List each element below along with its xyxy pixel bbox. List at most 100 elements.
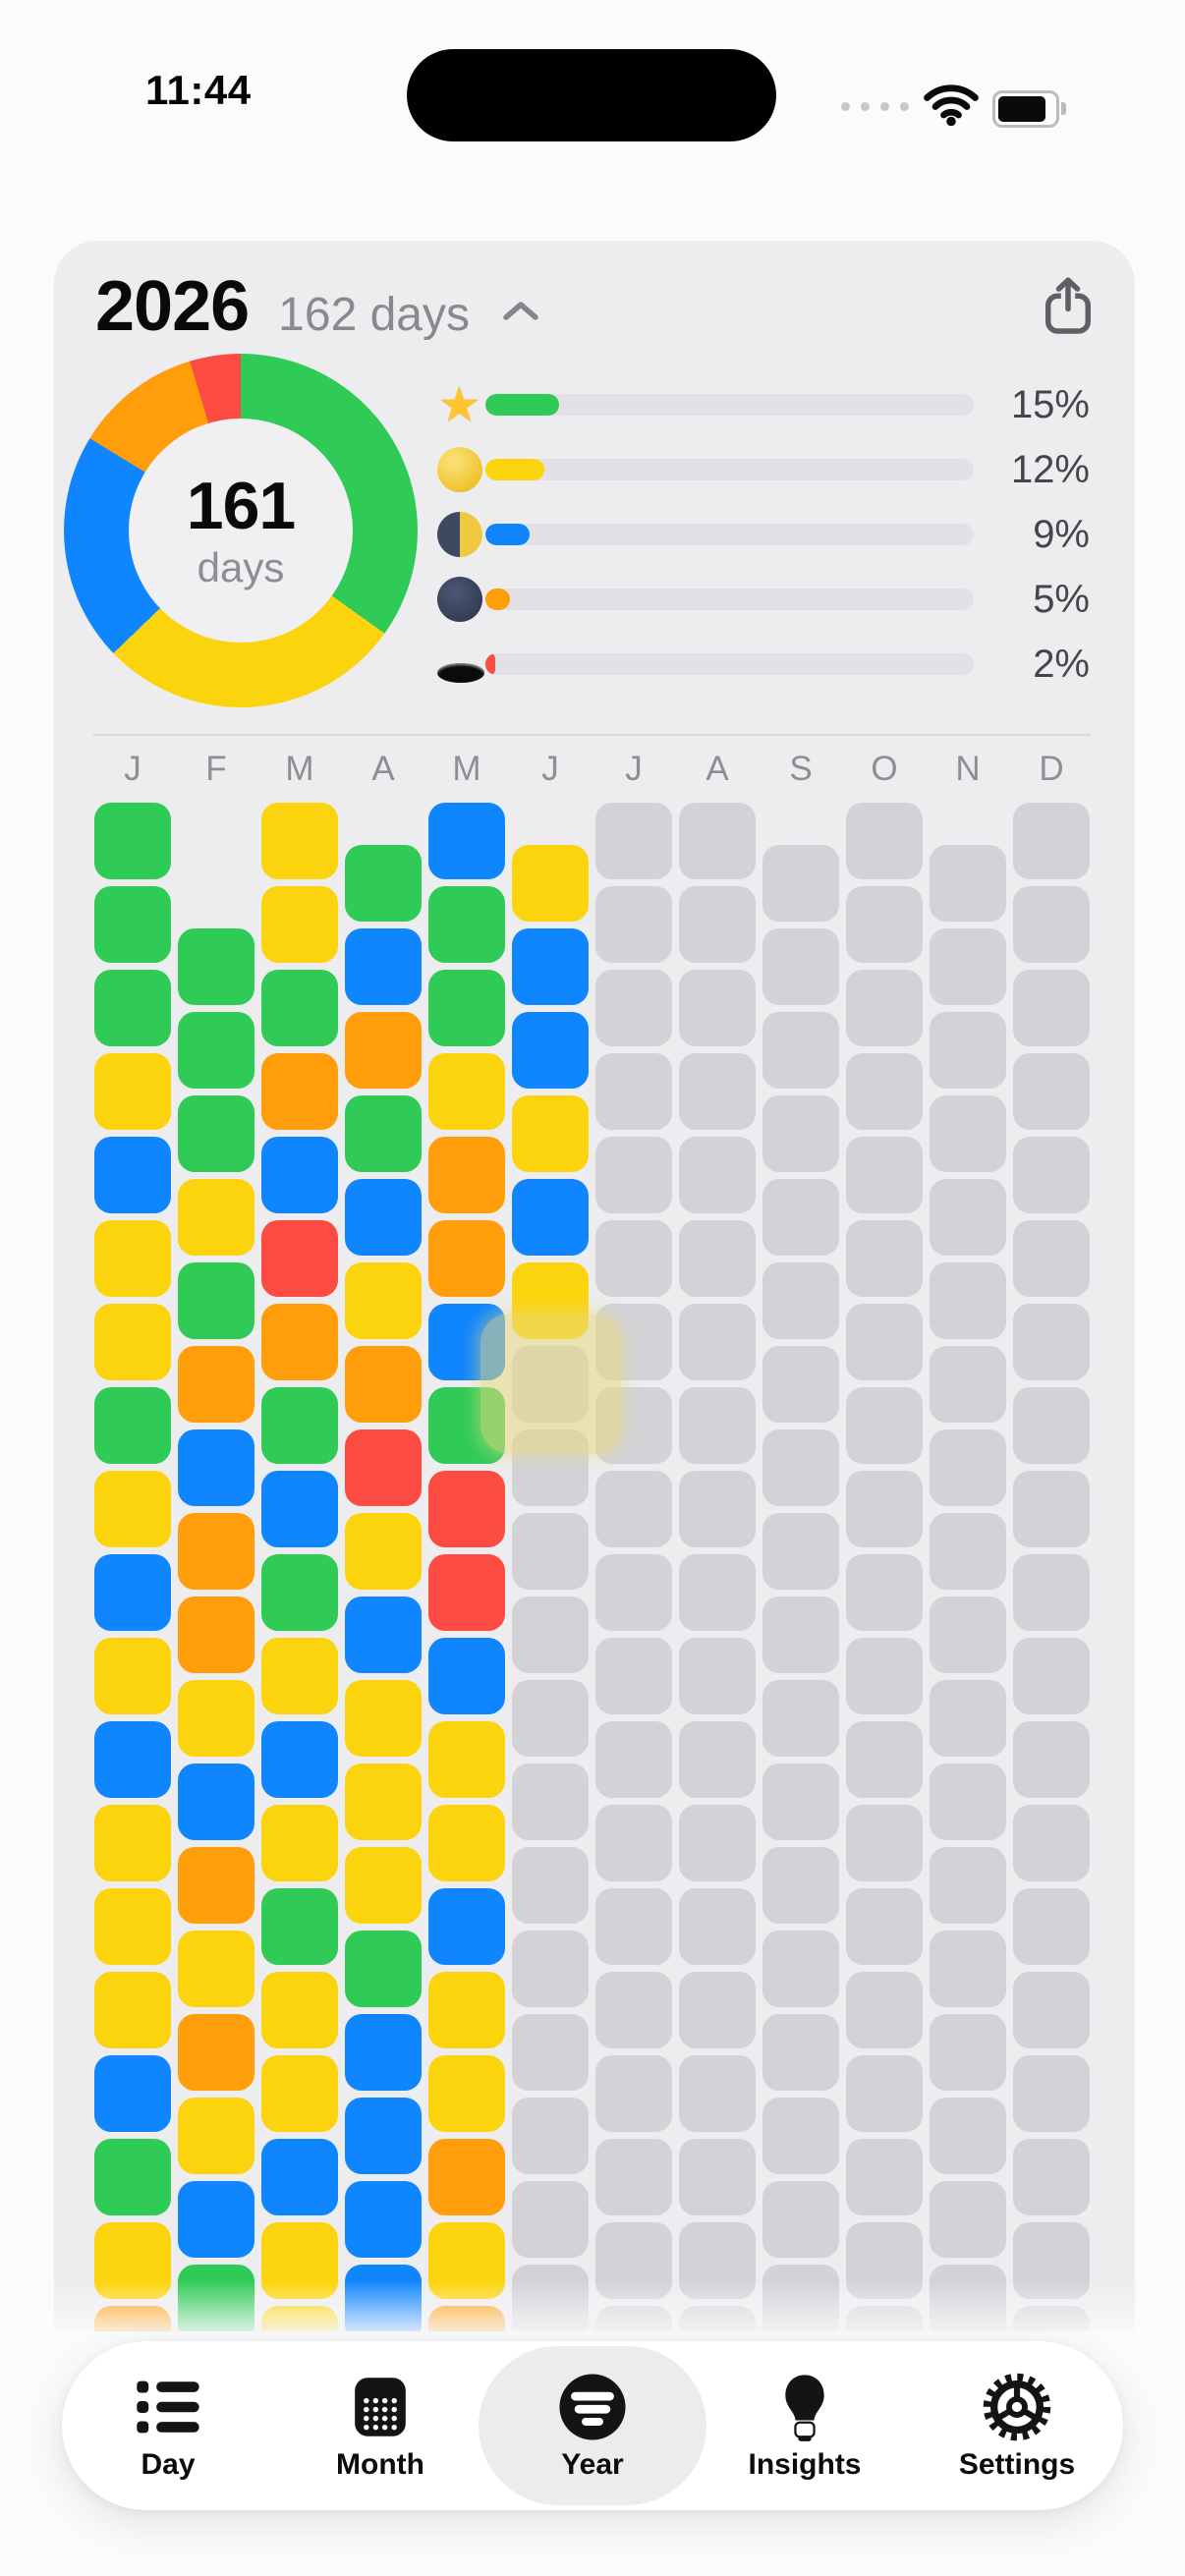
- day-cell[interactable]: [1013, 970, 1090, 1046]
- day-cell[interactable]: [512, 1930, 589, 2007]
- day-cell[interactable]: [512, 2180, 589, 2258]
- day-cell[interactable]: [94, 2055, 171, 2132]
- day-cell[interactable]: [261, 1053, 338, 1130]
- day-cell[interactable]: [679, 803, 756, 879]
- day-cell[interactable]: [178, 1930, 254, 2007]
- tab-settings[interactable]: Settings: [911, 2341, 1123, 2510]
- day-cell[interactable]: [595, 886, 672, 963]
- day-cell[interactable]: [930, 844, 1006, 922]
- day-cell[interactable]: [930, 927, 1006, 1005]
- day-cell[interactable]: [178, 2097, 254, 2174]
- day-cell[interactable]: [261, 2139, 338, 2215]
- chevron-up-icon[interactable]: [501, 299, 540, 329]
- day-cell[interactable]: [345, 1428, 422, 1506]
- day-cell[interactable]: [846, 1972, 923, 2048]
- day-cell[interactable]: [512, 1011, 589, 1089]
- day-cell[interactable]: [512, 1846, 589, 1924]
- day-cell[interactable]: [1013, 1638, 1090, 1714]
- day-cell[interactable]: [261, 1471, 338, 1547]
- day-cell[interactable]: [1013, 1304, 1090, 1380]
- day-cell[interactable]: [595, 1137, 672, 1213]
- day-cell[interactable]: [261, 803, 338, 879]
- day-cell[interactable]: [762, 1345, 839, 1423]
- day-cell[interactable]: [428, 2055, 505, 2132]
- day-cell[interactable]: [1013, 1972, 1090, 2048]
- day-cell[interactable]: [1013, 2306, 1090, 2331]
- day-cell[interactable]: [428, 1220, 505, 1297]
- day-cell[interactable]: [846, 1805, 923, 1881]
- tab-insights[interactable]: Insights: [699, 2341, 911, 2510]
- day-cell[interactable]: [762, 844, 839, 922]
- day-cell[interactable]: [345, 1763, 422, 1840]
- day-cell[interactable]: [261, 1805, 338, 1881]
- day-cell[interactable]: [178, 1596, 254, 1673]
- day-cell[interactable]: [846, 1137, 923, 1213]
- day-cell[interactable]: [679, 2139, 756, 2215]
- day-cell[interactable]: [428, 1053, 505, 1130]
- day-cell[interactable]: [178, 2180, 254, 2258]
- day-cell[interactable]: [428, 1137, 505, 1213]
- day-cell[interactable]: [679, 1137, 756, 1213]
- day-cell[interactable]: [846, 2306, 923, 2331]
- day-cell[interactable]: [846, 1721, 923, 1798]
- day-cell[interactable]: [428, 1972, 505, 2048]
- day-cell[interactable]: [94, 1304, 171, 1380]
- day-cell[interactable]: [595, 1721, 672, 1798]
- day-cell[interactable]: [679, 1471, 756, 1547]
- day-cell[interactable]: [762, 1846, 839, 1924]
- day-cell[interactable]: [261, 1137, 338, 1213]
- day-cell[interactable]: [1013, 1888, 1090, 1965]
- day-cell[interactable]: [94, 1220, 171, 1297]
- day-cell[interactable]: [930, 1261, 1006, 1339]
- day-cell[interactable]: [762, 1763, 839, 1840]
- day-cell[interactable]: [428, 1721, 505, 1798]
- day-cell[interactable]: [94, 1638, 171, 1714]
- day-cell[interactable]: [345, 1261, 422, 1339]
- day-cell[interactable]: [345, 1512, 422, 1590]
- day-cell[interactable]: [94, 886, 171, 963]
- day-cell[interactable]: [846, 2139, 923, 2215]
- day-cell[interactable]: [930, 1094, 1006, 1172]
- day-cell[interactable]: [94, 2222, 171, 2299]
- day-cell[interactable]: [178, 1763, 254, 1840]
- day-cell[interactable]: [261, 1972, 338, 2048]
- day-cell[interactable]: [930, 1178, 1006, 1256]
- day-cell[interactable]: [679, 1554, 756, 1631]
- day-cell[interactable]: [261, 1638, 338, 1714]
- day-cell[interactable]: [595, 803, 672, 879]
- day-cell[interactable]: [846, 2055, 923, 2132]
- day-cell[interactable]: [178, 1428, 254, 1506]
- day-cell[interactable]: [261, 1554, 338, 1631]
- day-cell[interactable]: [762, 1930, 839, 2007]
- day-cell[interactable]: [679, 970, 756, 1046]
- day-cell[interactable]: [595, 2222, 672, 2299]
- day-cell[interactable]: [846, 1387, 923, 1464]
- day-cell[interactable]: [595, 2306, 672, 2331]
- day-cell[interactable]: [94, 1554, 171, 1631]
- day-cell[interactable]: [178, 1178, 254, 1256]
- day-cell[interactable]: [94, 1972, 171, 2048]
- day-cell[interactable]: [930, 1011, 1006, 1089]
- day-cell[interactable]: [428, 2139, 505, 2215]
- day-cell[interactable]: [930, 1596, 1006, 1673]
- day-cell[interactable]: [679, 1053, 756, 1130]
- day-cell[interactable]: [94, 1805, 171, 1881]
- day-cell[interactable]: [679, 1805, 756, 1881]
- day-cell[interactable]: [762, 1596, 839, 1673]
- day-cell[interactable]: [428, 1554, 505, 1631]
- day-cell[interactable]: [679, 1387, 756, 1464]
- day-cell[interactable]: [846, 2222, 923, 2299]
- day-cell[interactable]: [762, 927, 839, 1005]
- day-cell[interactable]: [345, 2013, 422, 2091]
- day-cell[interactable]: [930, 2097, 1006, 2174]
- day-cell[interactable]: [679, 1220, 756, 1297]
- day-cell[interactable]: [345, 1596, 422, 1673]
- day-cell[interactable]: [261, 1387, 338, 1464]
- day-cell[interactable]: [595, 970, 672, 1046]
- day-cell[interactable]: [428, 886, 505, 963]
- day-cell[interactable]: [1013, 1721, 1090, 1798]
- day-cell[interactable]: [345, 1011, 422, 1089]
- day-cell[interactable]: [1013, 2222, 1090, 2299]
- day-cell[interactable]: [1013, 803, 1090, 879]
- day-cell[interactable]: [261, 886, 338, 963]
